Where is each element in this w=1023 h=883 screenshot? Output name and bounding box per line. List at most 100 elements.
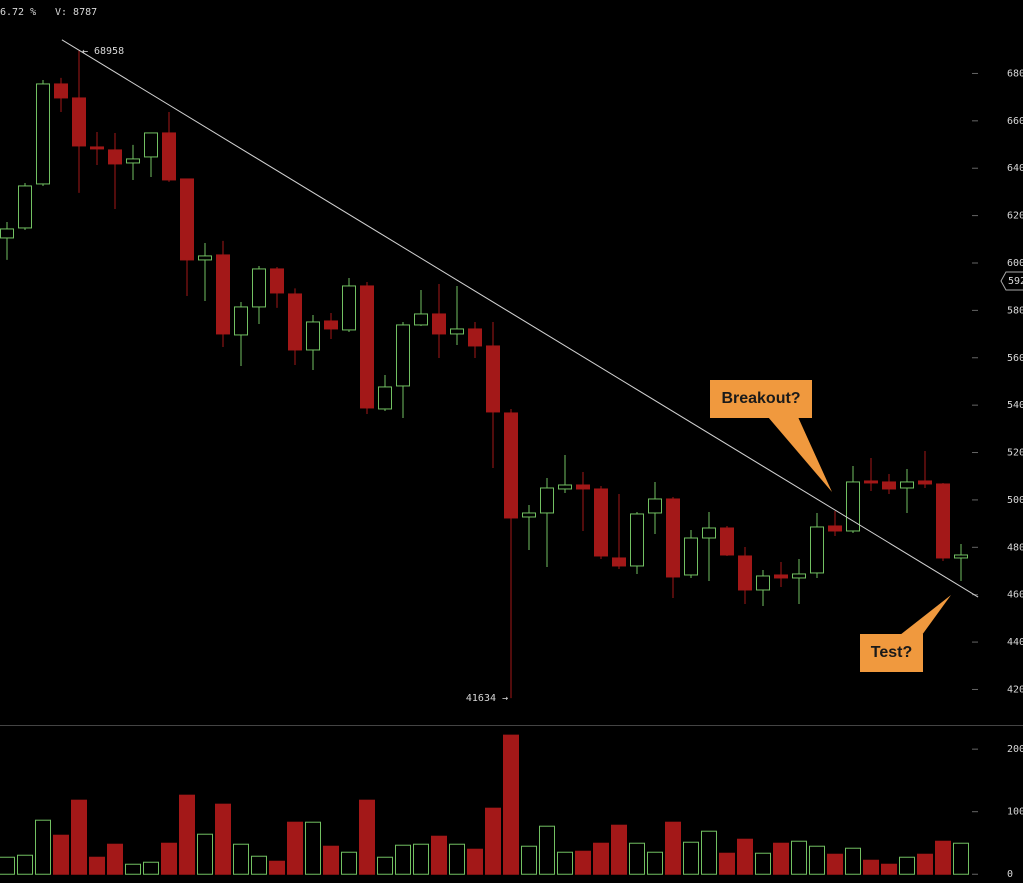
volume-bar: [413, 843, 429, 875]
volume-bar: [935, 840, 951, 875]
volume-bar: [305, 821, 321, 875]
volume-bar: [575, 850, 591, 875]
candle-body: [306, 321, 320, 351]
trendline: [61, 39, 979, 598]
candle-body: [918, 480, 932, 485]
volume-bar: [719, 852, 735, 875]
volume-bar: [809, 845, 825, 875]
y-tick-label: 46000: [1007, 590, 1023, 601]
candle-body: [486, 345, 500, 413]
y-tick-label: 0: [1007, 869, 1013, 880]
y-tick-label: 58000: [1007, 305, 1023, 316]
candle-body: [180, 178, 194, 261]
y-tick-label: 1000: [1007, 807, 1023, 818]
volume-bar: [287, 821, 303, 875]
volume-bar: [395, 844, 411, 875]
candle-body: [648, 498, 662, 514]
candle-body: [594, 488, 608, 557]
y-tick-label: 48000: [1007, 542, 1023, 553]
callout-pointer: [900, 595, 951, 635]
volume-bar: [323, 845, 339, 875]
volume-bar: [647, 851, 663, 875]
y-tick-label: 44000: [1007, 637, 1023, 648]
candle-body: [504, 412, 518, 519]
candle-body: [252, 268, 266, 308]
high-marker-label: 68958: [94, 46, 124, 57]
volume-bar: [467, 848, 483, 875]
price-tag-label: 59240: [1008, 276, 1023, 287]
candle-body: [792, 573, 806, 579]
volume-bar: [251, 855, 267, 875]
volume-bar: [377, 856, 393, 875]
candle-body: [684, 537, 698, 576]
volume-bar: [71, 799, 87, 875]
candle-body: [468, 328, 482, 347]
volume-bar: [17, 854, 33, 875]
candle-body: [126, 158, 140, 164]
y-tick-label: 68000: [1007, 68, 1023, 79]
callout-box: [860, 634, 923, 672]
candle-body: [540, 487, 554, 514]
volume-bar: [665, 821, 681, 875]
volume-bar: [629, 842, 645, 875]
candle-body: [360, 285, 374, 409]
candle-body: [882, 481, 896, 490]
volume-bar: [593, 842, 609, 875]
y-tick-label: 54000: [1007, 400, 1023, 411]
y-tick-label: 50000: [1007, 495, 1023, 506]
candle-body: [738, 555, 752, 591]
candle-body: [702, 527, 716, 539]
low-marker-label: 41634: [466, 693, 496, 704]
callout-breakout: Breakout?: [710, 380, 832, 492]
y-tick-label: 56000: [1007, 353, 1023, 364]
candle-body: [396, 324, 410, 387]
candle-body: [270, 268, 284, 294]
candle-body: [18, 185, 32, 229]
y-tick-label: 52000: [1007, 448, 1023, 459]
volume-bar: [197, 833, 213, 875]
candle-body: [756, 575, 770, 591]
volume-bar: [863, 859, 879, 875]
volume-bar: [683, 841, 699, 875]
candle-body: [576, 484, 590, 490]
volume-bar: [125, 863, 141, 875]
callout-text: Test?: [871, 644, 912, 661]
candle-body: [162, 132, 176, 181]
y-tick-label: 42000: [1007, 684, 1023, 695]
candle-body: [414, 313, 428, 326]
volume-bar: [161, 842, 177, 875]
volume-bar: [881, 863, 897, 875]
volume-bar: [899, 856, 915, 875]
volume-bar: [503, 734, 519, 875]
volume-bar: [539, 825, 555, 875]
candle-body: [324, 320, 338, 330]
volume-bar: [611, 824, 627, 875]
y-tick-label: 60000: [1007, 258, 1023, 269]
candle-body: [54, 83, 68, 99]
candle-body: [522, 512, 536, 518]
candle-body: [666, 498, 680, 578]
candle-body: [720, 527, 734, 556]
volume-bar: [215, 803, 231, 875]
volume-bar: [0, 856, 15, 875]
volume-bar: [431, 835, 447, 875]
candle-body: [144, 132, 158, 158]
volume-bar: [449, 843, 465, 875]
candle-body: [342, 285, 356, 331]
candle-body: [954, 554, 968, 559]
candle-body: [558, 484, 572, 490]
volume-bar: [701, 830, 717, 875]
volume-bar: [341, 851, 357, 875]
low-marker-arrow: →: [502, 693, 508, 704]
header-change: 6.72 %: [0, 7, 36, 18]
volume-bar: [89, 856, 105, 875]
candle-body: [828, 525, 842, 532]
volume-bar: [827, 853, 843, 875]
volume-bar: [521, 845, 537, 875]
volume-bar: [35, 819, 51, 875]
volume-bar: [917, 853, 933, 875]
candle-body: [936, 483, 950, 559]
candle-body: [216, 254, 230, 335]
candle-body: [72, 97, 86, 147]
